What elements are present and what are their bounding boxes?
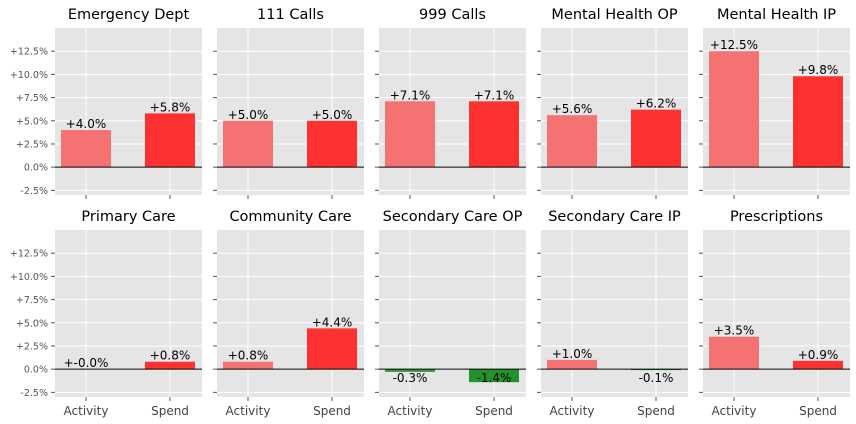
spend-bar: [793, 360, 843, 370]
activity-bar: [547, 359, 597, 370]
x-tick-label: Activity: [388, 404, 433, 418]
y-tick-label: +10.0%: [10, 272, 48, 283]
spend-bar: [469, 101, 519, 168]
x-tick-label: Activity: [550, 404, 595, 418]
y-tick-label: 0.0%: [24, 163, 48, 174]
y-tick-label: +5.0%: [16, 116, 48, 127]
y-tick-label: +12.5%: [10, 47, 48, 58]
activity-bar: [385, 101, 435, 168]
activity-bar: [223, 361, 273, 370]
y-tick-label: +10.0%: [10, 70, 48, 81]
spend-bar: [793, 76, 843, 168]
panel-title: Secondary Care IP: [548, 209, 681, 225]
x-tick-label: Activity: [712, 404, 757, 418]
spend-bar: [631, 109, 681, 168]
panel-title: Mental Health OP: [551, 7, 677, 23]
activity-bar: [709, 51, 759, 168]
bar-value-label: +6.2%: [636, 97, 677, 111]
x-tick-label: Spend: [151, 404, 189, 418]
panel-background: [703, 230, 850, 397]
panel-title: 999 Calls: [419, 7, 486, 23]
bar-value-label: -0.3%: [393, 371, 428, 385]
bar-value-label: +12.5%: [710, 38, 758, 52]
bar-value-label: +4.4%: [312, 315, 353, 329]
bar-value-label: +3.5%: [714, 324, 755, 338]
y-tick-label: +5.0%: [16, 318, 48, 329]
x-tick-label: Spend: [475, 404, 513, 418]
activity-bar: [223, 120, 273, 168]
bar-value-label: +7.1%: [474, 88, 515, 102]
y-tick-label: +7.5%: [16, 93, 48, 104]
bar-value-label: +9.8%: [798, 63, 839, 77]
spend-bar: [145, 361, 195, 370]
bar-value-label: -1.4%: [477, 371, 512, 385]
bar-value-label: +5.6%: [552, 102, 593, 116]
panel-title: Primary Care: [81, 209, 175, 225]
activity-bar: [547, 115, 597, 168]
bar-value-label: -0.1%: [639, 371, 674, 385]
bar-value-label: +0.8%: [228, 349, 269, 363]
activity-bar: [385, 369, 435, 372]
bar-value-label: +5.0%: [312, 108, 353, 122]
spend-bar: [307, 328, 357, 370]
x-tick-label: Spend: [799, 404, 837, 418]
panel-background: [55, 230, 202, 397]
panel-title: Prescriptions: [730, 209, 823, 225]
x-tick-label: Activity: [226, 404, 271, 418]
bar-value-label: +4.0%: [66, 117, 107, 131]
y-tick-label: +2.5%: [16, 139, 48, 150]
x-tick-label: Spend: [313, 404, 351, 418]
y-tick-label: -2.5%: [20, 186, 48, 197]
bar-value-label: +0.9%: [798, 348, 839, 362]
y-tick-label: 0.0%: [24, 365, 48, 376]
bar-value-label: +5.8%: [150, 100, 191, 114]
x-tick-label: Spend: [637, 404, 675, 418]
activity-bar: [61, 130, 111, 168]
y-tick-label: +12.5%: [10, 249, 48, 260]
bar-value-label: +0.8%: [150, 349, 191, 363]
spend-bar: [469, 369, 519, 383]
spend-bar: [307, 120, 357, 168]
panel-title: Secondary Care OP: [383, 209, 523, 225]
panel-title: Community Care: [229, 209, 351, 225]
spend-bar: [145, 113, 195, 168]
bar-value-label: +5.0%: [228, 108, 269, 122]
activity-bar: [709, 336, 759, 370]
bar-value-label: +-0.0%: [64, 356, 109, 370]
y-tick-label: +2.5%: [16, 341, 48, 352]
x-tick-label: Activity: [64, 404, 109, 418]
y-tick-label: +7.5%: [16, 295, 48, 306]
panel-background: [217, 230, 364, 397]
panel-title: 111 Calls: [257, 7, 324, 23]
bar-value-label: +7.1%: [390, 88, 431, 102]
panel-title: Emergency Dept: [68, 7, 190, 23]
panel-title: Mental Health IP: [717, 7, 836, 23]
bar-value-label: +1.0%: [552, 347, 593, 361]
y-tick-label: -2.5%: [20, 388, 48, 399]
